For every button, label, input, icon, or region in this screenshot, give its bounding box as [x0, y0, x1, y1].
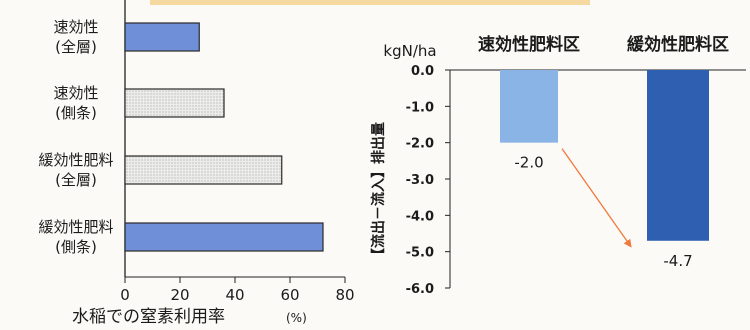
left-category-label-2-0: 緩効性肥料 — [38, 151, 113, 169]
left-bar-1 — [124, 88, 225, 118]
left-x-tick-label-4: 80 — [335, 286, 354, 304]
right-y-tick-label-0: 0.0 — [411, 64, 434, 79]
left-category-label-1-1: (側条) — [55, 104, 97, 122]
left-x-tick-label-2: 40 — [225, 286, 244, 304]
left-x-tick-label-0: 0 — [120, 286, 130, 304]
right-bar-1 — [647, 70, 709, 241]
right-y-tick-label-2: -2.0 — [406, 137, 434, 152]
right-chart: kgN/ha 【流出－流入】排出量 0.0 -1.0 -2.0 -3.0 -4.0 -5.… — [370, 34, 746, 297]
left-category-label-0-0: 速効性 — [53, 18, 98, 36]
trend-arrow — [561, 148, 632, 248]
left-category-label-1-0: 速効性 — [53, 84, 98, 102]
left-x-axis-unit: (%) — [286, 311, 307, 325]
right-data-label-0: -2.0 — [514, 154, 543, 172]
left-chart: 速効性 (全層) 速効性 (側条) 緩効性肥料 (全層) 緩効性肥料 (側条) 0 20 40 60… — [38, 0, 355, 327]
left-bar-0 — [124, 22, 200, 52]
left-category-label-3-0: 緩効性肥料 — [38, 218, 113, 236]
right-y-tick-label-4: -4.0 — [406, 209, 434, 224]
left-x-axis-title: 水稲での窒素利用率 — [72, 307, 225, 327]
left-category-label-3-1: (側条) — [55, 238, 97, 256]
right-y-tick-label-6: -6.0 — [406, 282, 434, 297]
right-column-header-0: 速効性肥料区 — [478, 34, 580, 55]
right-y-tick-label-3: -3.0 — [406, 173, 434, 188]
right-unit-label: kgN/ha — [383, 42, 436, 60]
left-x-tick-label-3: 60 — [280, 286, 299, 304]
left-category-label-2-1: (全層) — [55, 171, 97, 189]
right-column-header-1: 緩効性肥料区 — [627, 34, 729, 55]
top-decor-band — [150, 0, 590, 5]
right-y-tick-label-5: -5.0 — [406, 246, 434, 261]
right-data-label-1: -4.7 — [663, 252, 692, 270]
left-category-label-0-1: (全層) — [55, 38, 97, 56]
right-y-axis-title: 【流出－流入】排出量 — [370, 122, 387, 262]
left-x-tick-label-1: 20 — [170, 286, 189, 304]
right-y-tick-label-1: -1.0 — [406, 100, 434, 115]
left-bar-3 — [124, 222, 324, 252]
left-bar-2 — [124, 155, 283, 185]
right-bar-0 — [500, 70, 558, 143]
